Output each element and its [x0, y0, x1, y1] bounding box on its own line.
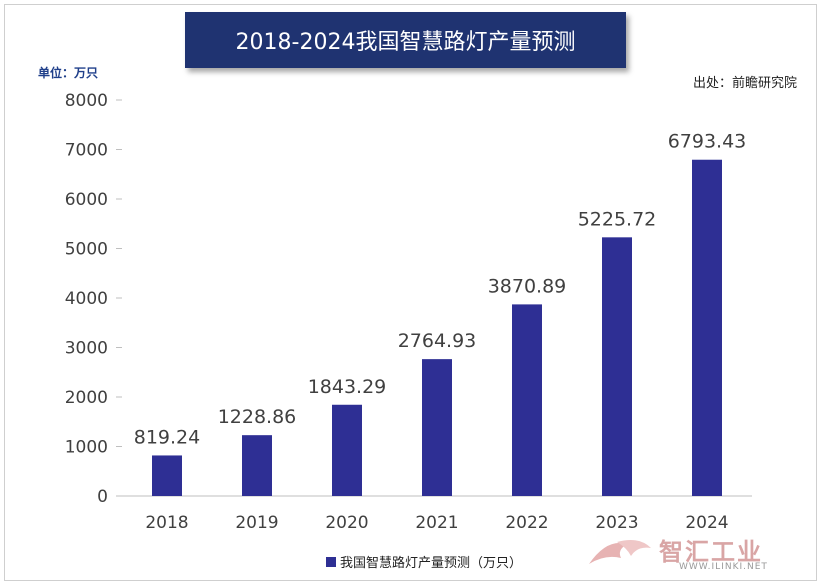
data-label: 3870.89 [488, 275, 567, 297]
x-tick-label: 2024 [685, 513, 728, 533]
y-tick-label: 1000 [65, 438, 108, 458]
x-tick-label: 2019 [235, 513, 278, 533]
data-label: 1843.29 [308, 376, 387, 398]
data-label: 5225.72 [578, 208, 657, 230]
data-label: 6793.43 [668, 131, 747, 153]
x-tick-label: 2021 [415, 513, 458, 533]
bar [692, 159, 722, 496]
legend-label: 我国智慧路灯产量预测（万只） [340, 556, 523, 571]
data-label: 1228.86 [218, 406, 297, 428]
bar [242, 435, 272, 496]
y-tick-label: 3000 [65, 339, 108, 359]
bar [602, 237, 632, 497]
y-tick-label: 0 [97, 487, 108, 507]
chart-frame [4, 4, 817, 581]
x-tick-label: 2018 [145, 513, 188, 533]
y-tick-label: 6000 [65, 190, 108, 210]
legend-swatch [326, 556, 336, 567]
bar [512, 304, 542, 496]
y-tick-label: 8000 [65, 91, 108, 111]
x-tick-label: 2023 [595, 513, 638, 533]
unit-label: 单位：万只 [38, 66, 99, 80]
chart-title: 2018-2024我国智慧路灯产量预测 [235, 30, 576, 55]
watermark-url: WWW.ILINKI.NET [679, 562, 768, 572]
source-label: 出处：前瞻研究院 [692, 76, 797, 91]
data-label: 2764.93 [398, 330, 477, 352]
title-banner: 2018-2024我国智慧路灯产量预测 [185, 12, 626, 68]
x-tick-label: 2020 [325, 513, 368, 533]
watermark-text: 智汇工业 [659, 538, 763, 566]
bar [422, 359, 452, 496]
y-tick-label: 5000 [65, 240, 108, 260]
watermark-logo-icon [589, 540, 651, 564]
y-tick-label: 7000 [65, 141, 108, 161]
y-tick-label: 4000 [65, 289, 108, 309]
watermark: 智汇工业 WWW.ILINKI.NET [587, 532, 807, 578]
bar [152, 455, 182, 496]
legend: 我国智慧路灯产量预测（万只） [326, 552, 522, 571]
y-tick-label: 2000 [65, 388, 108, 408]
data-label: 819.24 [134, 426, 200, 448]
bar [332, 404, 362, 496]
x-tick-label: 2022 [505, 513, 548, 533]
